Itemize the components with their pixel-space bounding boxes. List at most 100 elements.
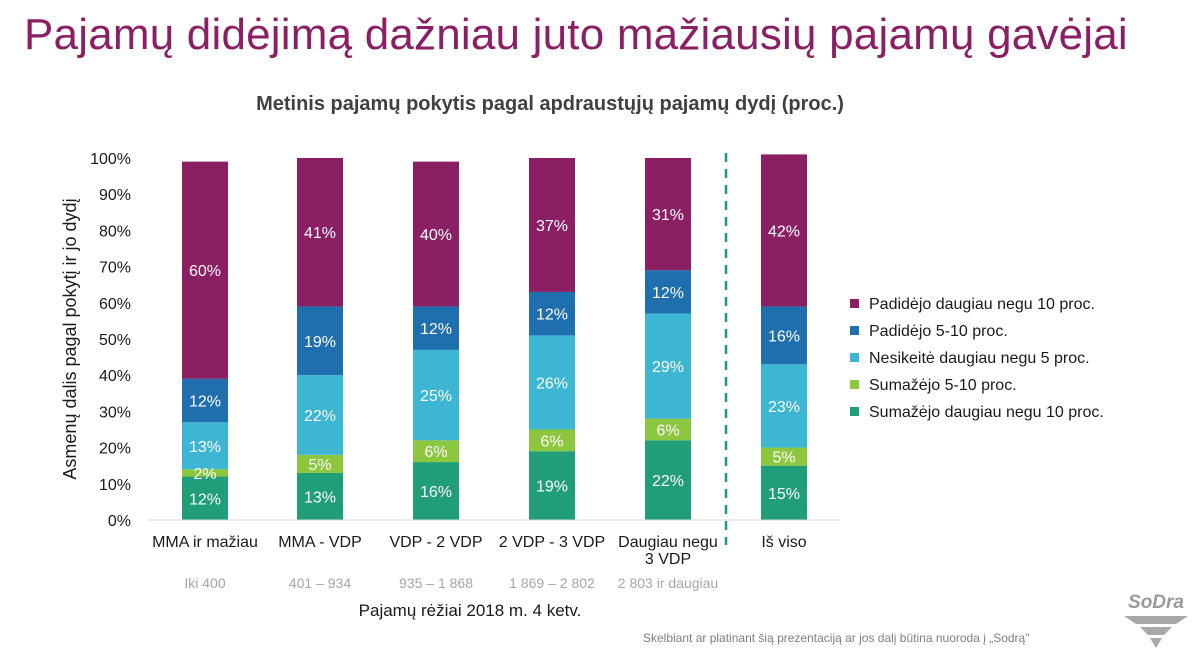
data-label: 12% — [536, 307, 568, 324]
bar-segment — [645, 158, 691, 271]
data-label: 6% — [656, 423, 679, 440]
income-range-label: 935 – 1 868 — [399, 575, 473, 591]
income-range-label: Iki 400 — [184, 575, 225, 591]
y-tick-label: 60% — [99, 296, 131, 313]
bar-segment — [529, 335, 575, 430]
y-axis-ticks: 0% 10% 20% 30% 40% 50% 60% 70% 80% 90% 100% — [90, 151, 131, 530]
y-tick-label: 20% — [99, 441, 131, 458]
legend-swatch — [850, 407, 859, 416]
chart-title: Metinis pajamų pokytis pagal apdraustųjų… — [256, 93, 844, 115]
income-range-label: 401 – 934 — [289, 575, 351, 591]
data-label: 40% — [420, 227, 452, 244]
bar-segment — [413, 161, 459, 307]
data-label: 23% — [768, 399, 800, 416]
data-label: 6% — [540, 433, 563, 450]
legend-entry: Sumažėjo 5-10 proc. — [869, 377, 1017, 394]
bar-segment — [182, 378, 228, 423]
legend-entry: Nesikeitė daugiau negu 5 proc. — [869, 350, 1090, 367]
x-tick-label: MMA - VDP — [278, 534, 362, 551]
data-label: 5% — [772, 450, 795, 467]
y-tick-label: 30% — [99, 404, 131, 421]
y-tick-label: 10% — [99, 477, 131, 494]
bar-segment — [297, 375, 343, 455]
data-label: 37% — [536, 218, 568, 235]
income-range-label: 1 869 – 2 802 — [509, 575, 595, 591]
bar-segment — [761, 154, 807, 307]
bar-segment — [182, 422, 228, 470]
bar-segment — [529, 429, 575, 452]
bar-segment — [761, 447, 807, 466]
footer-note: Skelbiant ar platinant šią prezentaciją … — [643, 631, 1030, 645]
logo-wordmark: SoDra — [1128, 592, 1184, 613]
x-tick-label: 2 VDP - 3 VDP — [499, 534, 605, 551]
category-labels: MMA ir mažiau MMA - VDP VDP - 2 VDP 2 VDP -… — [152, 534, 807, 568]
y-tick-label: 90% — [99, 187, 131, 204]
data-label: 12% — [420, 321, 452, 338]
data-label: 41% — [304, 225, 336, 242]
data-label: 2% — [193, 466, 216, 483]
x-tick-label: Iš viso — [761, 534, 806, 551]
data-label: 16% — [420, 484, 452, 501]
bars — [182, 154, 807, 520]
bar-segment — [645, 440, 691, 520]
data-label: 22% — [304, 408, 336, 425]
data-label: 6% — [424, 444, 447, 461]
data-label: 5% — [308, 457, 331, 474]
bar-segment — [297, 454, 343, 473]
bar-segment — [413, 306, 459, 350]
legend-entry: Padidėjo daugiau negu 10 proc. — [869, 296, 1095, 313]
data-label: 26% — [536, 375, 568, 392]
data-label: 12% — [189, 491, 221, 508]
bar-segment — [645, 418, 691, 441]
x-tick-label: MMA ir mažiau — [152, 534, 258, 551]
legend-swatch — [850, 299, 859, 308]
data-label: 16% — [768, 328, 800, 345]
logo-band-icon — [1124, 616, 1188, 624]
legend-entry: Sumažėjo daugiau negu 10 proc. — [869, 404, 1104, 421]
bar-segment — [182, 161, 228, 379]
data-label: 31% — [652, 207, 684, 224]
bar-segment — [413, 440, 459, 463]
bar-segment — [645, 313, 691, 419]
bar-segment — [413, 462, 459, 520]
data-label: 29% — [652, 359, 684, 376]
data-label: 13% — [304, 489, 336, 506]
bar-segment — [297, 158, 343, 307]
data-label: 12% — [189, 394, 221, 411]
bar-segment — [529, 291, 575, 336]
logo-band-icon — [1140, 627, 1172, 635]
y-tick-label: 80% — [99, 223, 131, 240]
y-tick-label: 70% — [99, 260, 131, 277]
bar-segment — [645, 270, 691, 314]
bar-segment — [761, 465, 807, 520]
data-label: 19% — [304, 334, 336, 351]
bar-segment — [182, 476, 228, 520]
legend: Padidėjo daugiau negu 10 proc. Padidėjo 5… — [850, 296, 1104, 421]
y-axis-title: Asmenų dalis pagal pokytį ir jo dydį — [60, 198, 80, 479]
bar-segment — [761, 364, 807, 448]
data-label: 19% — [536, 479, 568, 496]
bar-segment — [529, 451, 575, 520]
legend-swatch — [850, 353, 859, 362]
legend-swatch — [850, 326, 859, 335]
income-range-labels: Iki 400 401 – 934 935 – 1 868 1 869 – 2 802… — [184, 575, 718, 591]
data-label: 60% — [189, 263, 221, 280]
income-range-label: 2 803 ir daugiau — [618, 575, 718, 591]
y-tick-label: 100% — [90, 151, 131, 168]
legend-entry: Padidėjo 5-10 proc. — [869, 323, 1008, 340]
data-label: 25% — [420, 388, 452, 405]
y-tick-label: 50% — [99, 332, 131, 349]
bar-segment — [297, 306, 343, 376]
slide-title: Pajamų didėjimą dažniau juto mažiausių p… — [24, 10, 1128, 59]
data-label: 12% — [652, 285, 684, 302]
data-label: 42% — [768, 223, 800, 240]
value-labels: 12% 2% 13% 12% 60% 13% 5% 22% 19% 41% 16% 6% 25% 12% 4… — [189, 207, 800, 508]
data-label: 22% — [652, 473, 684, 490]
x-tick-label: VDP - 2 VDP — [389, 534, 482, 551]
data-label: 13% — [189, 439, 221, 456]
bar-segment — [297, 472, 343, 520]
bar-segment — [413, 349, 459, 441]
legend-swatch — [850, 380, 859, 389]
sodra-logo: SoDra — [1124, 592, 1188, 648]
